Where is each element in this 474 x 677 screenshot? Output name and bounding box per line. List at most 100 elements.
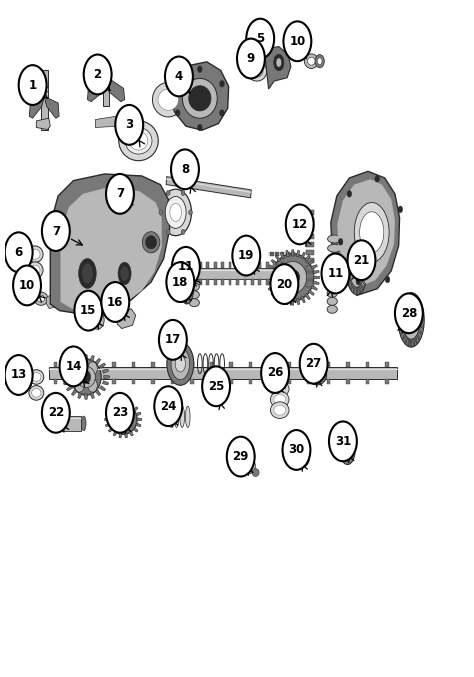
Ellipse shape xyxy=(129,131,148,150)
Polygon shape xyxy=(408,294,410,303)
Polygon shape xyxy=(271,259,277,265)
Ellipse shape xyxy=(296,455,306,464)
Bar xyxy=(284,252,285,255)
Polygon shape xyxy=(36,118,50,129)
Ellipse shape xyxy=(327,282,337,289)
Circle shape xyxy=(5,355,33,395)
Polygon shape xyxy=(109,79,125,102)
Ellipse shape xyxy=(158,89,179,110)
Circle shape xyxy=(321,254,349,293)
Bar xyxy=(236,280,239,285)
Polygon shape xyxy=(84,355,88,360)
Bar xyxy=(306,242,314,247)
Polygon shape xyxy=(49,367,397,379)
Polygon shape xyxy=(311,265,318,269)
Polygon shape xyxy=(415,335,417,343)
Ellipse shape xyxy=(273,54,284,71)
Ellipse shape xyxy=(189,275,200,283)
Bar xyxy=(221,262,224,267)
Ellipse shape xyxy=(77,366,95,388)
Polygon shape xyxy=(105,418,109,421)
Ellipse shape xyxy=(407,309,416,330)
Circle shape xyxy=(175,110,180,116)
Bar xyxy=(206,262,209,267)
Polygon shape xyxy=(403,301,406,308)
Circle shape xyxy=(198,66,202,72)
Ellipse shape xyxy=(398,292,424,347)
Polygon shape xyxy=(413,337,414,346)
Text: 13: 13 xyxy=(10,368,27,382)
Polygon shape xyxy=(353,252,356,259)
Bar xyxy=(171,379,174,384)
Ellipse shape xyxy=(276,58,282,67)
Polygon shape xyxy=(265,47,291,89)
Polygon shape xyxy=(353,286,356,292)
Circle shape xyxy=(75,362,84,375)
Polygon shape xyxy=(268,286,274,290)
Bar xyxy=(293,252,294,255)
Polygon shape xyxy=(95,358,100,364)
Bar xyxy=(171,362,174,367)
Polygon shape xyxy=(100,386,106,391)
Polygon shape xyxy=(72,390,77,395)
Polygon shape xyxy=(292,299,294,305)
Text: 30: 30 xyxy=(288,443,305,456)
Ellipse shape xyxy=(27,246,43,263)
Polygon shape xyxy=(195,267,293,280)
Ellipse shape xyxy=(160,189,191,236)
Polygon shape xyxy=(136,423,141,427)
Ellipse shape xyxy=(307,365,327,385)
Polygon shape xyxy=(87,79,103,102)
Polygon shape xyxy=(401,328,405,334)
Bar xyxy=(287,252,288,255)
FancyArrowPatch shape xyxy=(169,181,248,194)
Text: 6: 6 xyxy=(15,246,23,259)
Bar xyxy=(214,262,217,267)
Ellipse shape xyxy=(32,372,41,381)
Ellipse shape xyxy=(239,458,255,474)
Circle shape xyxy=(227,437,255,477)
Polygon shape xyxy=(113,403,118,408)
Text: 3: 3 xyxy=(125,118,133,131)
Polygon shape xyxy=(109,407,113,412)
Bar xyxy=(251,280,254,285)
Ellipse shape xyxy=(327,297,337,305)
Ellipse shape xyxy=(402,301,420,339)
Polygon shape xyxy=(305,293,310,300)
Bar xyxy=(306,218,314,223)
Ellipse shape xyxy=(185,406,190,427)
Bar xyxy=(210,379,213,384)
Polygon shape xyxy=(305,255,310,261)
Bar xyxy=(346,362,350,367)
Circle shape xyxy=(42,211,70,251)
Circle shape xyxy=(219,110,224,116)
Circle shape xyxy=(219,81,224,87)
Polygon shape xyxy=(416,301,419,308)
Polygon shape xyxy=(137,418,142,421)
Bar xyxy=(221,280,224,285)
Polygon shape xyxy=(266,276,272,279)
Polygon shape xyxy=(29,96,44,118)
Ellipse shape xyxy=(252,468,259,477)
Polygon shape xyxy=(271,290,277,295)
Polygon shape xyxy=(286,250,290,257)
Polygon shape xyxy=(95,116,117,127)
Polygon shape xyxy=(66,386,73,391)
Bar xyxy=(190,379,194,384)
Bar xyxy=(244,262,246,267)
Bar xyxy=(271,252,272,255)
Ellipse shape xyxy=(354,202,389,262)
Ellipse shape xyxy=(175,355,185,372)
Ellipse shape xyxy=(40,87,48,93)
Polygon shape xyxy=(408,337,410,346)
Polygon shape xyxy=(102,369,109,373)
Polygon shape xyxy=(358,252,361,259)
Bar xyxy=(278,252,279,255)
Polygon shape xyxy=(418,328,421,334)
Text: 31: 31 xyxy=(335,435,351,448)
Polygon shape xyxy=(413,294,414,303)
Circle shape xyxy=(329,421,357,461)
Polygon shape xyxy=(356,251,357,258)
Polygon shape xyxy=(348,280,352,286)
Polygon shape xyxy=(358,286,361,292)
